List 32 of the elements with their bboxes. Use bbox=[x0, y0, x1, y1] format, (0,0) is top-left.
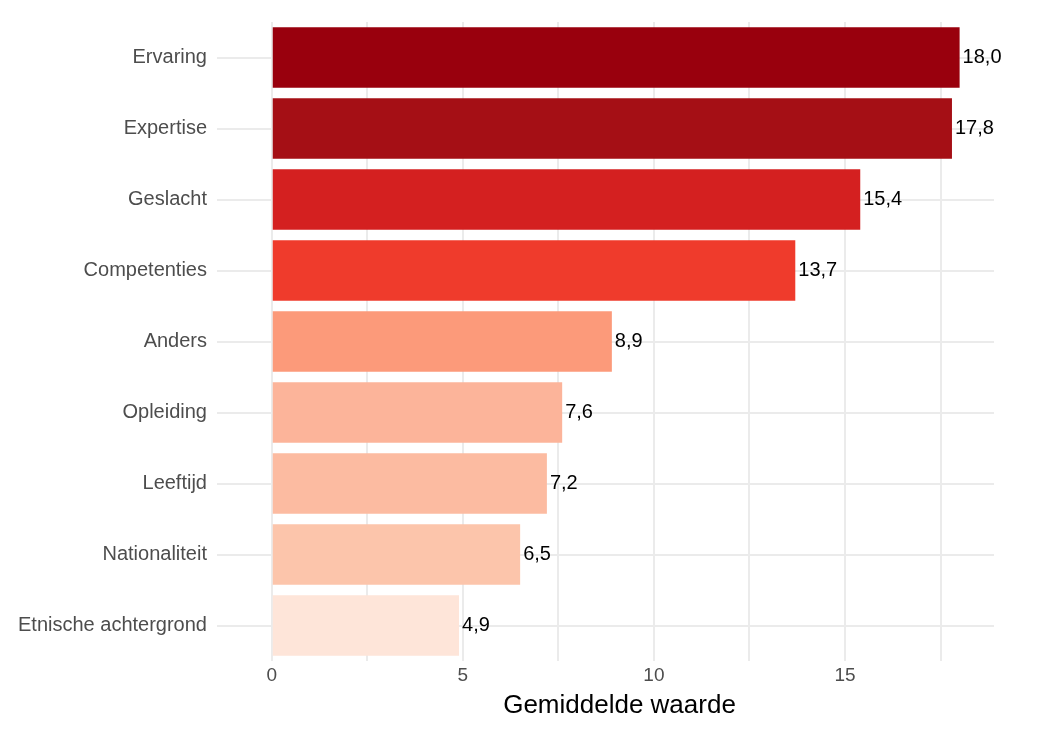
data-label: 7,2 bbox=[549, 471, 578, 494]
data-label: 6,5 bbox=[523, 542, 551, 565]
bar bbox=[272, 524, 521, 585]
y-tick-label: Etnische achtergrond bbox=[17, 613, 207, 636]
bar bbox=[272, 382, 563, 443]
y-tick-label: Geslacht bbox=[128, 187, 208, 210]
bar bbox=[272, 595, 459, 656]
x-tick-label: 10 bbox=[643, 663, 665, 685]
bar bbox=[272, 27, 960, 88]
y-tick-label: Anders bbox=[143, 329, 207, 352]
bar bbox=[272, 311, 612, 372]
y-tick-label: Ervaring bbox=[132, 45, 207, 68]
bar bbox=[272, 98, 952, 159]
data-label: 7,6 bbox=[565, 400, 593, 423]
data-label: 15,4 bbox=[863, 187, 903, 210]
bar bbox=[272, 169, 861, 230]
x-tick-label: 5 bbox=[457, 663, 469, 685]
bar bbox=[272, 240, 796, 301]
data-label: 8,9 bbox=[614, 329, 643, 352]
data-label: 13,7 bbox=[798, 258, 838, 281]
bar bbox=[272, 453, 547, 514]
x-tick-label: 0 bbox=[266, 663, 278, 685]
data-label: 18,0 bbox=[962, 45, 1002, 68]
y-tick-label: Opleiding bbox=[122, 400, 207, 423]
x-tick-label: 15 bbox=[834, 663, 856, 685]
data-label: 17,8 bbox=[954, 116, 994, 139]
y-tick-label: Expertise bbox=[123, 116, 207, 139]
x-axis-title: Gemiddelde waarde bbox=[503, 688, 736, 719]
y-tick-label: Nationaliteit bbox=[102, 542, 208, 565]
y-tick-label: Leeftijd bbox=[142, 471, 207, 494]
data-label: 4,9 bbox=[462, 613, 490, 636]
y-tick-label: Competenties bbox=[83, 258, 207, 281]
